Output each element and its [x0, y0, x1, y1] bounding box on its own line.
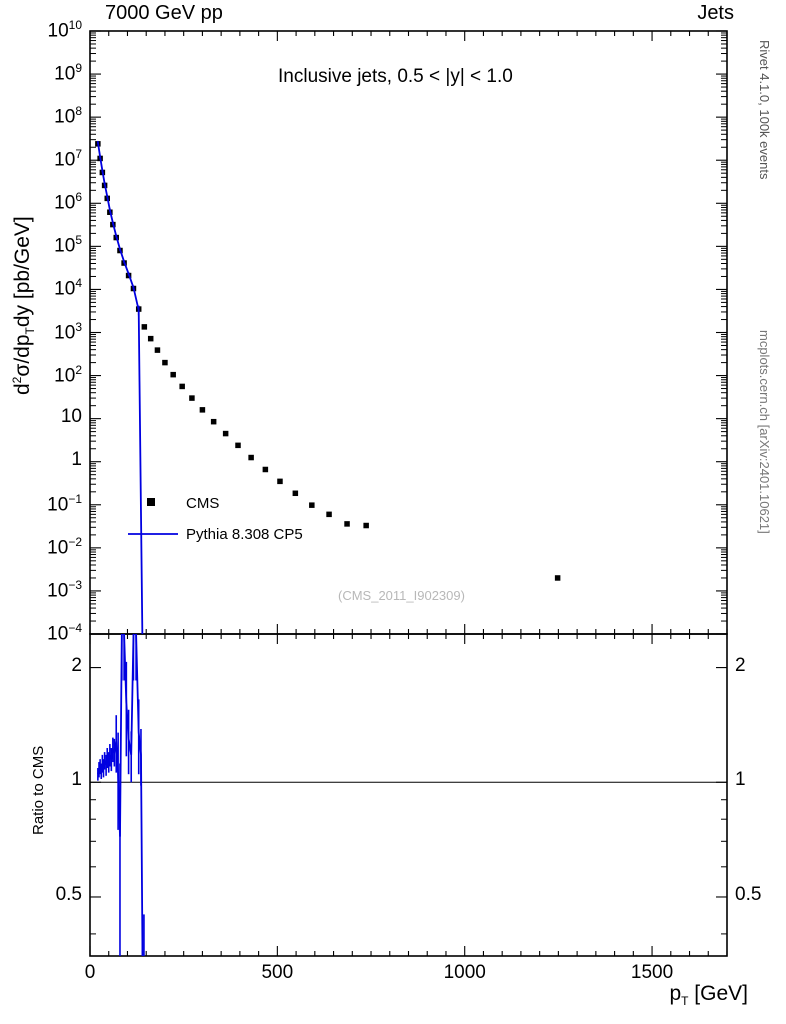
tick-mantissa: 10	[54, 63, 76, 85]
ratio-y-tick-label-right: 0.5	[735, 883, 762, 905]
header-left-title: 7000 GeV pp	[105, 2, 223, 24]
cms-data-marker	[235, 442, 241, 449]
ratio-y-tick-label-right: 2	[735, 654, 746, 676]
main-y-tick-label: 1	[71, 449, 82, 471]
main-panel-frame	[89, 30, 728, 635]
x-tick-label: 0	[84, 962, 96, 983]
cms-data-marker	[292, 490, 299, 497]
tick-exponent: 8	[75, 104, 82, 119]
header-right-title: Jets	[697, 2, 734, 24]
tick-mantissa: 10	[54, 364, 76, 386]
cms-data-marker	[154, 347, 161, 353]
main-y-tick-label: 10−4	[47, 621, 82, 645]
main-y-tick-label: 1010	[48, 18, 83, 42]
main-y-tick-label: 103	[54, 320, 82, 344]
legend-marker-cms	[147, 498, 155, 506]
main-y-tick-label: 108	[54, 104, 82, 128]
cms-data-marker	[179, 383, 185, 390]
main-y-tick-label: 105	[54, 233, 82, 257]
legend-entry-pythia-label: Pythia 8.308 CP5	[186, 526, 303, 543]
cms-data-marker	[554, 575, 561, 581]
cms-data-marker	[147, 335, 154, 342]
cms-data-marker	[309, 502, 315, 508]
tick-mantissa: 10	[47, 20, 69, 42]
cms-data-marker	[326, 511, 332, 518]
tick-exponent: −2	[68, 534, 82, 549]
xlabel-p: p	[669, 982, 682, 1005]
main-y-tick-label: 10−3	[47, 578, 82, 602]
tick-mantissa: 10	[54, 192, 76, 214]
tick-mantissa: 10	[47, 623, 69, 645]
ratio-panel-frame	[89, 633, 728, 957]
tick-exponent: −1	[68, 491, 82, 506]
tick-mantissa: 10	[47, 537, 69, 559]
pythia-series-group	[97, 140, 144, 634]
tick-mantissa: 10	[54, 278, 76, 300]
cms-data-marker	[210, 418, 217, 425]
main-y-tick-label: 10−2	[47, 535, 82, 559]
pythia-curve	[97, 142, 144, 634]
x-tick-label: 1000	[443, 962, 486, 983]
tick-exponent: 9	[75, 61, 82, 76]
ratio-curve	[97, 634, 144, 956]
x-tick-label: 500	[261, 962, 294, 983]
main-y-tick-label: 102	[54, 363, 82, 387]
main-y-tick-label: 106	[54, 190, 82, 214]
tick-exponent: 7	[75, 147, 82, 162]
cms-data-marker	[344, 521, 350, 527]
ratio-series-group	[97, 634, 145, 956]
tick-exponent: 10	[68, 18, 82, 32]
tick-exponent: 5	[75, 233, 82, 248]
x-axis-title: pT [GeV]	[669, 982, 748, 1008]
cms-marker-group	[95, 141, 561, 581]
cms-data-marker	[141, 324, 148, 330]
main-y-tick-label: 109	[54, 61, 82, 85]
ratio-y-tick-label-left: 2	[71, 654, 82, 676]
cms-data-marker	[222, 430, 229, 437]
tick-exponent: 3	[75, 319, 82, 334]
tick-mantissa: 10	[54, 321, 76, 343]
tick-mantissa: 1	[71, 448, 82, 470]
tick-exponent: 2	[75, 362, 82, 377]
tick-mantissa: 10	[47, 580, 69, 602]
x-tick-label: 1500	[630, 962, 674, 983]
ratio-y-tick-label-left: 0.5	[55, 883, 82, 905]
tick-exponent: 6	[75, 190, 82, 205]
tick-exponent: −4	[68, 621, 82, 635]
dataset-watermark: (CMS_2011_I902309)	[338, 588, 465, 603]
cms-data-marker	[248, 454, 254, 461]
tick-exponent: −3	[68, 577, 82, 592]
main-y-tick-label: 10	[61, 406, 82, 428]
tick-mantissa: 10	[54, 235, 76, 257]
cms-data-marker	[363, 522, 369, 529]
cms-data-marker	[262, 466, 269, 473]
legend-entry-cms-label: CMS	[186, 495, 220, 512]
ratio-y-tick-label-left: 1	[71, 769, 82, 791]
main-annotation: Inclusive jets, 0.5 < |y| < 1.0	[278, 66, 513, 87]
main-y-tick-label: 107	[54, 147, 82, 171]
tick-mantissa: 10	[54, 149, 76, 171]
xlabel-subscript-T: T	[681, 994, 689, 1009]
tick-mantissa: 10	[60, 405, 82, 427]
cms-data-marker	[189, 395, 195, 401]
cms-data-marker	[170, 371, 176, 378]
xlabel-units: [GeV]	[688, 982, 748, 1005]
tick-mantissa: 10	[54, 106, 76, 128]
cms-data-marker	[277, 478, 283, 485]
cms-data-marker	[162, 359, 168, 366]
cms-data-marker	[199, 407, 206, 413]
main-y-tick-label: 10−1	[47, 492, 82, 516]
tick-exponent: 4	[75, 276, 82, 291]
ratio-y-tick-label-right: 1	[735, 769, 746, 791]
main-y-tick-label: 104	[54, 276, 82, 300]
tick-mantissa: 10	[47, 494, 69, 516]
